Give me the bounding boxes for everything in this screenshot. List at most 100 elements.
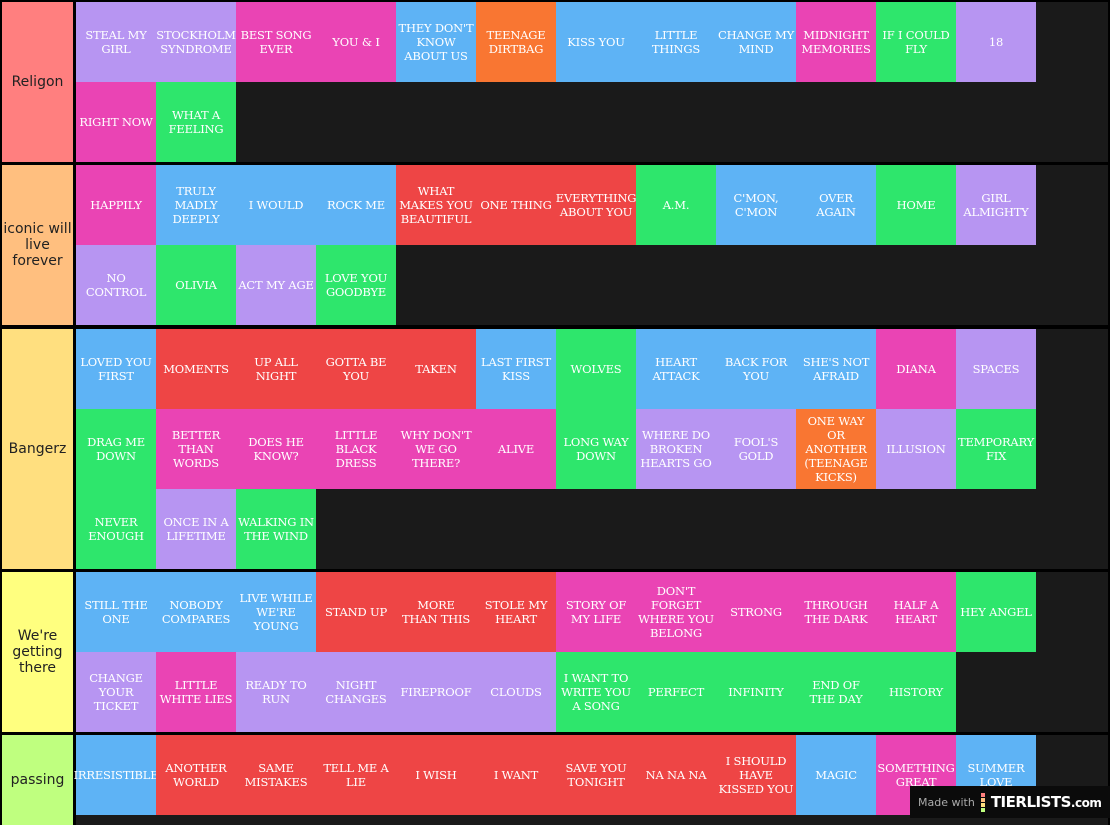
tier-item[interactable]: SAVE YOU TONIGHT: [556, 735, 636, 815]
tier-item[interactable]: ANOTHER WORLD: [156, 735, 236, 815]
tier-item[interactable]: ONE THING: [476, 165, 556, 245]
tier-item[interactable]: LAST FIRST KISS: [476, 329, 556, 409]
tier-item[interactable]: LITTLE BLACK DRESS: [316, 409, 396, 489]
tier-item[interactable]: IF I COULD FLY: [876, 2, 956, 82]
logo-suffix: .com: [1070, 796, 1102, 810]
tier-item[interactable]: I WOULD: [236, 165, 316, 245]
tier-items: HAPPILY TRULY MADLY DEEPLY I WOULD ROCK ME W…: [76, 165, 1108, 325]
tier-item[interactable]: NO CONTROL: [76, 245, 156, 325]
tier-item[interactable]: YOU & I: [316, 2, 396, 82]
tier-item[interactable]: TELL ME A LIE: [316, 735, 396, 815]
tier-item[interactable]: LITTLE WHITE LIES: [156, 652, 236, 732]
tier-item[interactable]: MAGIC: [796, 735, 876, 815]
tier-item[interactable]: EVERYTHING ABOUT YOU: [556, 165, 636, 245]
tier-item[interactable]: READY TO RUN: [236, 652, 316, 732]
tier-item[interactable]: SAME MISTAKES: [236, 735, 316, 815]
tier-item[interactable]: NOBODY COMPARES: [156, 572, 236, 652]
tier-label[interactable]: iconic will live forever: [2, 165, 73, 325]
tier-item[interactable]: STOCKHOLM SYNDROME: [156, 2, 236, 82]
tier-item[interactable]: CHANGE YOUR TICKET: [76, 652, 156, 732]
tier-item[interactable]: ALIVE: [476, 409, 556, 489]
tier-item[interactable]: CLOUDS: [476, 652, 556, 732]
tier-item[interactable]: LITTLE THINGS: [636, 2, 716, 82]
tier-item[interactable]: MIDNIGHT MEMORIES: [796, 2, 876, 82]
tier-item[interactable]: MORE THAN THIS: [396, 572, 476, 652]
tier-item[interactable]: TEMPORARY FIX: [956, 409, 1036, 489]
tier-item[interactable]: SPACES: [956, 329, 1036, 409]
tier-item[interactable]: I WANT: [476, 735, 556, 815]
tier-item[interactable]: I SHOULD HAVE KISSED YOU: [716, 735, 796, 815]
tier-item[interactable]: LIVE WHILE WE'RE YOUNG: [236, 572, 316, 652]
tier-item[interactable]: HEART ATTACK: [636, 329, 716, 409]
tier-item[interactable]: ROCK ME: [316, 165, 396, 245]
tier-item[interactable]: ONE WAY OR ANOTHER (TEENAGE KICKS): [796, 409, 876, 489]
tier-item[interactable]: SHE'S NOT AFRAID: [796, 329, 876, 409]
tier-grid: HAPPILY TRULY MADLY DEEPLY I WOULD ROCK ME W…: [76, 165, 1036, 325]
tier-item[interactable]: ILLUSION: [876, 409, 956, 489]
tier-item[interactable]: I WANT TO WRITE YOU A SONG: [556, 652, 636, 732]
tier-item[interactable]: WHERE DO BROKEN HEARTS GO: [636, 409, 716, 489]
tier-item[interactable]: TRULY MADLY DEEPLY: [156, 165, 236, 245]
tier-item[interactable]: NIGHT CHANGES: [316, 652, 396, 732]
tier-items: LOVED YOU FIRST MOMENTS UP ALL NIGHT GOTTA …: [76, 329, 1108, 569]
tier-item[interactable]: THROUGH THE DARK: [796, 572, 876, 652]
tier-label[interactable]: passing: [2, 735, 73, 825]
tier-item[interactable]: NEVER ENOUGH: [76, 489, 156, 569]
tier-item[interactable]: INFINITY: [716, 652, 796, 732]
tier-item[interactable]: DON'T FORGET WHERE YOU BELONG: [636, 572, 716, 652]
tier-item[interactable]: I WISH: [396, 735, 476, 815]
tier-item[interactable]: MOMENTS: [156, 329, 236, 409]
tier-item[interactable]: 18: [956, 2, 1036, 82]
tier-label[interactable]: Religon: [2, 2, 73, 162]
tier-item[interactable]: KISS YOU: [556, 2, 636, 82]
tier-item[interactable]: DIANA: [876, 329, 956, 409]
tier-item[interactable]: ONCE IN A LIFETIME: [156, 489, 236, 569]
tier-item[interactable]: DRAG ME DOWN: [76, 409, 156, 489]
tier-item[interactable]: BETTER THAN WORDS: [156, 409, 236, 489]
tier-item[interactable]: WHAT A FEELING: [156, 82, 236, 162]
tier-item[interactable]: DOES HE KNOW?: [236, 409, 316, 489]
tier-item[interactable]: FOOL'S GOLD: [716, 409, 796, 489]
tier-item[interactable]: STEAL MY GIRL: [76, 2, 156, 82]
tier-item[interactable]: END OF THE DAY: [796, 652, 876, 732]
tier-item[interactable]: GOTTA BE YOU: [316, 329, 396, 409]
tier-item[interactable]: LOVE YOU GOODBYE: [316, 245, 396, 325]
tier-item[interactable]: FIREPROOF: [396, 652, 476, 732]
tier-item[interactable]: OVER AGAIN: [796, 165, 876, 245]
tier-label[interactable]: We're getting there: [2, 572, 73, 732]
tier-item[interactable]: BACK FOR YOU: [716, 329, 796, 409]
tier-item[interactable]: LOVED YOU FIRST: [76, 329, 156, 409]
tier-item[interactable]: C'MON, C'MON: [716, 165, 796, 245]
tier-item[interactable]: WHAT MAKES YOU BEAUTIFUL: [396, 165, 476, 245]
tier-item[interactable]: ACT MY AGE: [236, 245, 316, 325]
tier-item[interactable]: IRRESISTIBLE: [74, 735, 159, 815]
tier-item[interactable]: GIRL ALMIGHTY: [956, 165, 1036, 245]
tier-item[interactable]: UP ALL NIGHT: [236, 329, 316, 409]
tier-item[interactable]: TEENAGE DIRTBAG: [476, 2, 556, 82]
tier-grid: STILL THE ONE NOBODY COMPARES LIVE WHILE W…: [76, 572, 1036, 732]
tier-item[interactable]: HISTORY: [876, 652, 956, 732]
tier-item[interactable]: WHY DON'T WE GO THERE?: [396, 409, 476, 489]
tier-item[interactable]: STILL THE ONE: [76, 572, 156, 652]
tier-item[interactable]: NA NA NA: [636, 735, 716, 815]
tier-item[interactable]: OLIVIA: [156, 245, 236, 325]
tier-item[interactable]: A.M.: [636, 165, 716, 245]
tier-item[interactable]: LONG WAY DOWN: [556, 409, 636, 489]
tier-item[interactable]: STRONG: [716, 572, 796, 652]
tier-item[interactable]: WALKING IN THE WIND: [236, 489, 316, 569]
tier-item[interactable]: THEY DON'T KNOW ABOUT US: [396, 2, 476, 82]
tier-item[interactable]: PERFECT: [636, 652, 716, 732]
tier-item[interactable]: HEY ANGEL: [956, 572, 1036, 652]
tier-item[interactable]: CHANGE MY MIND: [716, 2, 796, 82]
tier-item[interactable]: BEST SONG EVER: [236, 2, 316, 82]
tier-item[interactable]: HAPPILY: [76, 165, 156, 245]
tier-item[interactable]: STORY OF MY LIFE: [556, 572, 636, 652]
tier-item[interactable]: STOLE MY HEART: [476, 572, 556, 652]
tier-item[interactable]: RIGHT NOW: [76, 82, 156, 162]
tier-item[interactable]: HALF A HEART: [876, 572, 956, 652]
tier-item[interactable]: HOME: [876, 165, 956, 245]
tier-label[interactable]: Bangerz: [2, 329, 73, 569]
tier-item[interactable]: WOLVES: [556, 329, 636, 409]
tier-item[interactable]: STAND UP: [316, 572, 396, 652]
tier-item[interactable]: TAKEN: [396, 329, 476, 409]
